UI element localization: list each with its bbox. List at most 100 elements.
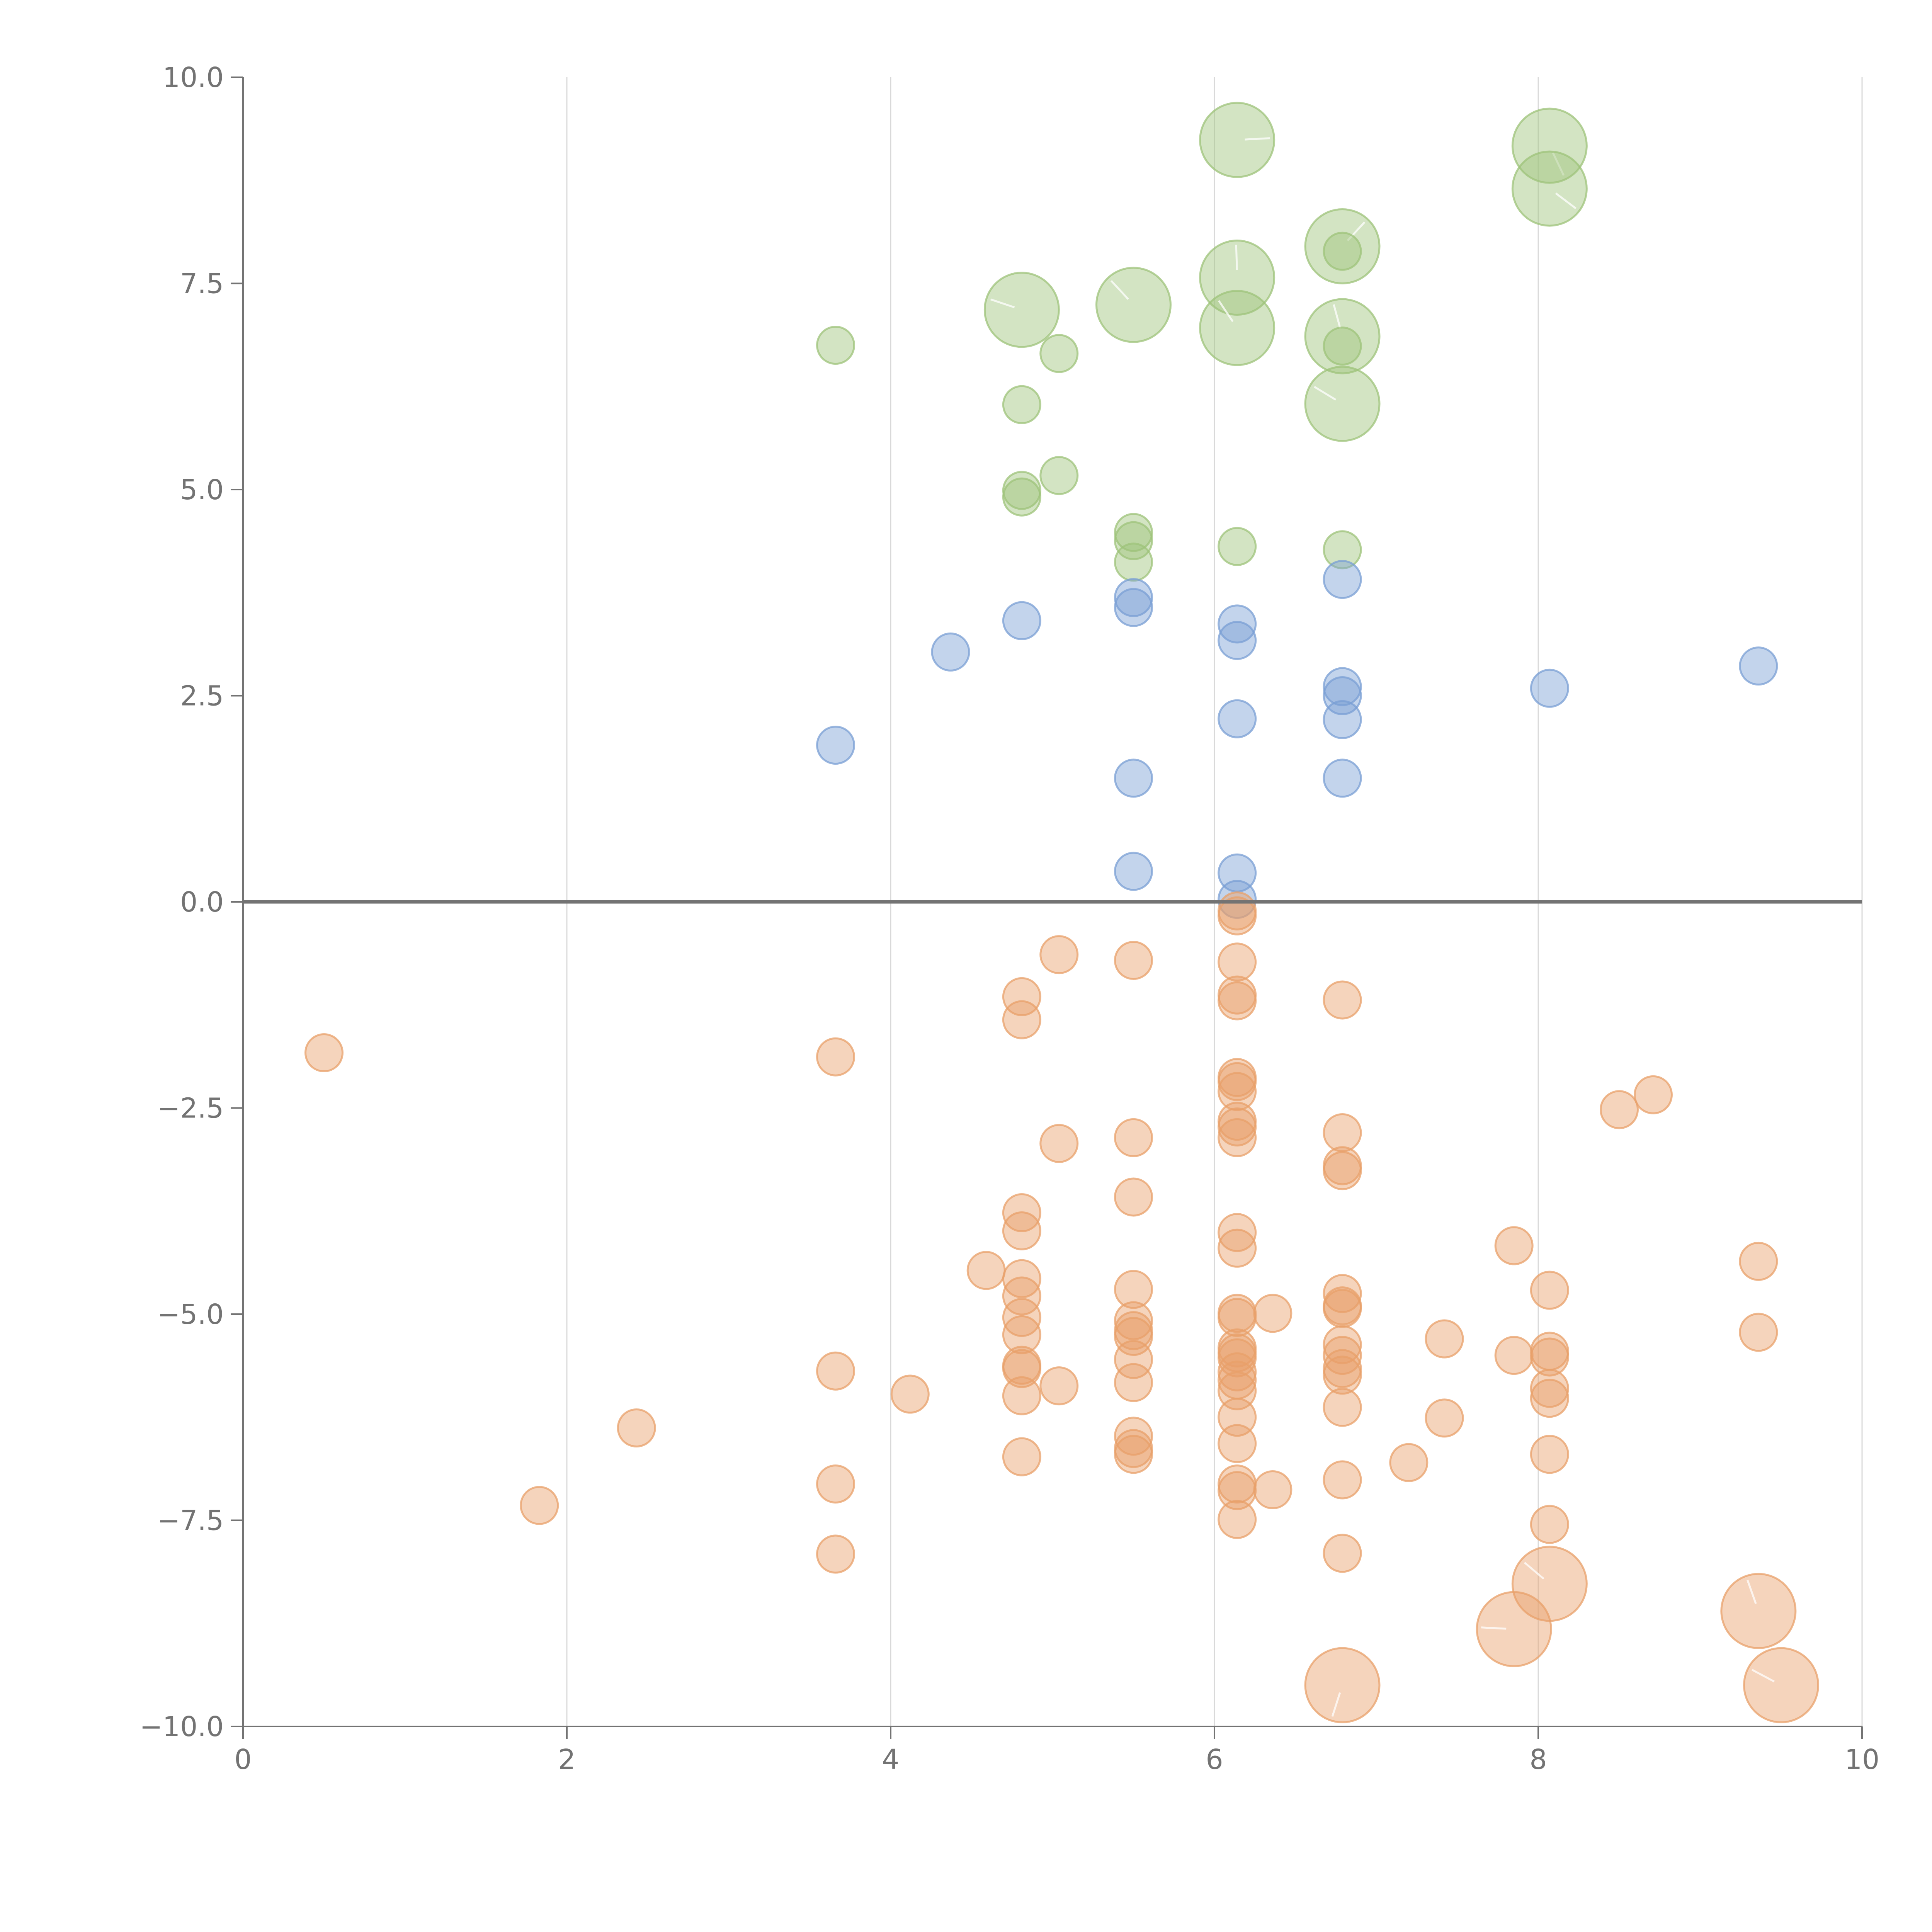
data-point [816,1534,855,1574]
data-point [1218,1500,1257,1539]
bubble-annotation-line [1235,245,1238,270]
data-point [816,326,855,365]
bubble-annotation-line [1481,1626,1507,1630]
y-tick-label: 5.0 [180,474,224,506]
x-tick-label: 10 [1845,1743,1879,1776]
data-point [1002,1376,1041,1415]
data-point [1304,366,1381,442]
y-tick-label: −5.0 [157,1298,224,1330]
data-point [1218,1072,1257,1111]
data-point [1114,941,1153,980]
bubble-annotation-line [1333,304,1342,329]
data-point [1323,759,1362,798]
data-point [1218,1471,1257,1510]
data-point [1304,298,1381,374]
data-point [1323,1460,1362,1500]
data-point [816,726,855,765]
data-point [1530,1270,1569,1310]
bubble-annotation-line [990,298,1015,308]
x-tick-label: 8 [1529,1743,1547,1776]
data-point [1114,513,1153,552]
data-point [1253,1470,1293,1510]
data-point [1218,1118,1257,1157]
data-point [816,1464,855,1504]
data-point [617,1408,656,1447]
bubble-annotation-line [1218,300,1234,322]
data-point [1199,102,1276,178]
data-point [1002,1000,1041,1039]
data-point [304,1033,344,1073]
data-point [1323,1274,1362,1313]
data-point [1039,1124,1079,1163]
data-point [1476,1591,1552,1667]
y-tick-label: 7.5 [180,268,224,300]
data-point [1002,1211,1041,1250]
y-tick-label: 2.5 [180,680,224,712]
y-tick-label: 0.0 [180,886,224,918]
y-axis-ticks: −10.0 −7.5 −5.0 −2.5 0.0 2.5 5.0 7.5 10.0 [139,61,243,1743]
data-point [1002,1315,1041,1354]
data-point [1304,1647,1381,1723]
bubble-annotation-line [1752,1669,1775,1683]
data-point [1218,1062,1257,1101]
data-point [1114,1363,1153,1402]
data-point [1002,1276,1041,1316]
data-point [1323,1388,1362,1427]
data-point [1218,699,1257,738]
data-point [1739,646,1778,686]
data-point [1114,1270,1153,1309]
data-point [1530,1435,1569,1474]
data-point [1739,1313,1778,1352]
data-point [1511,150,1588,227]
data-point [1114,521,1153,560]
data-point [1114,1177,1153,1217]
data-point [1002,977,1041,1016]
data-point [1218,1107,1257,1147]
data-point [1739,1242,1778,1281]
data-point [1323,1289,1362,1328]
bubble-annotation-line [1347,221,1366,242]
bubble-annotation-line [1110,280,1129,300]
data-point [1253,1294,1293,1333]
data-point [1218,604,1257,644]
data-point [1002,601,1041,640]
data-point [966,1251,1006,1290]
data-point [1600,1090,1639,1129]
data-point [816,1351,855,1391]
data-point [1095,267,1172,343]
data-point [1199,290,1276,366]
data-point [1323,1534,1362,1573]
data-point [1323,1113,1362,1153]
data-point [1114,1118,1153,1157]
data-point [1218,981,1257,1020]
data-point [1218,1424,1257,1463]
data-point [1323,1336,1362,1375]
y-tick-label: −10.0 [139,1711,224,1743]
data-point [1002,477,1041,517]
data-point [1039,456,1079,495]
data-point [1114,1340,1153,1379]
data-point [1114,852,1153,891]
data-point [931,632,970,672]
data-point [1218,1213,1257,1252]
bubble-annotation-line [1552,152,1565,176]
data-point [1323,1151,1362,1190]
data-point [1304,208,1381,284]
x-axis-ticks: 0 2 4 6 8 10 [234,1726,1879,1776]
bubble-annotation-line [1524,1561,1544,1580]
y-tick-label: 10.0 [163,61,224,94]
data-point [1323,560,1362,599]
data-point [1039,1366,1079,1406]
data-point [1218,1298,1257,1337]
bubble-annotation-line [1555,192,1577,209]
x-tick-label: 0 [234,1743,252,1776]
data-point [1743,1647,1819,1723]
data-point [1218,1228,1257,1268]
data-point [1114,1301,1153,1340]
data-point [1530,1369,1569,1408]
data-point [1218,942,1257,982]
data-point [1425,1319,1464,1359]
x-tick-label: 2 [558,1743,575,1776]
